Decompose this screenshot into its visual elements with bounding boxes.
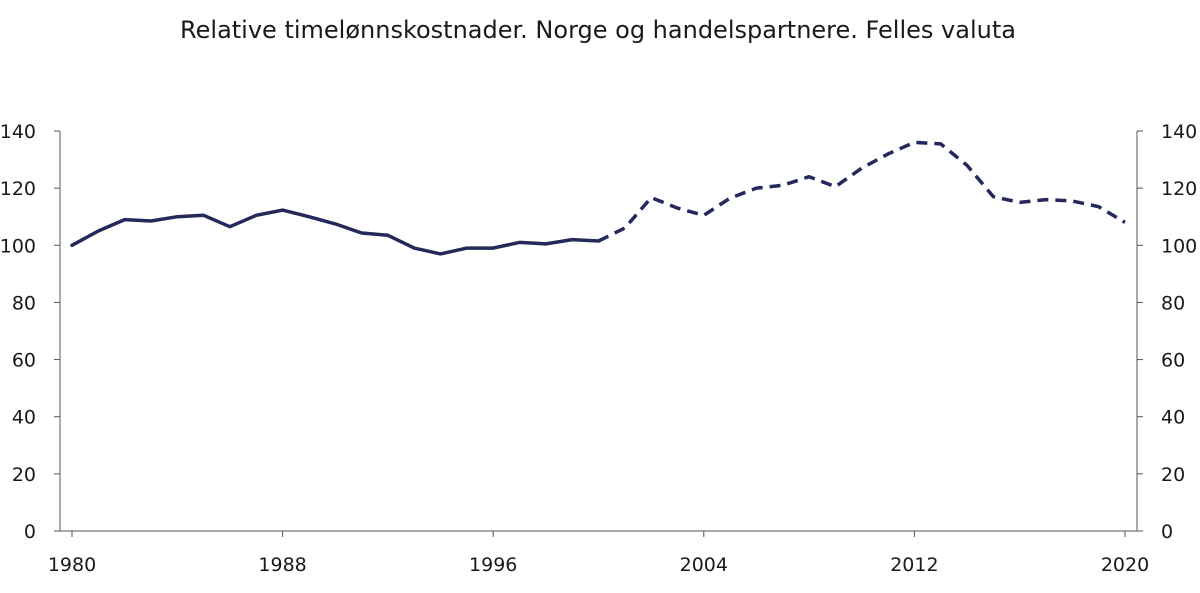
right-y-tick-label: 40 bbox=[1161, 407, 1185, 429]
right-y-ticks: 0 20 40 60 80 100 120 140 bbox=[1137, 121, 1197, 543]
x-tick-label: 1996 bbox=[469, 554, 517, 576]
solid-series-line bbox=[70, 208, 601, 256]
left-y-tick-label: 40 bbox=[12, 407, 36, 429]
chart-title: Relative timelønnskostnader. Norge og ha… bbox=[180, 16, 1016, 44]
right-y-tick-label: 60 bbox=[1161, 350, 1185, 372]
right-y-tick-label: 20 bbox=[1161, 464, 1185, 486]
series-layer bbox=[70, 140, 1126, 256]
left-y-tick-label: 80 bbox=[12, 292, 36, 314]
right-y-tick-label: 120 bbox=[1161, 178, 1197, 200]
right-y-tick-label: 0 bbox=[1161, 521, 1173, 543]
x-tick-label: 2020 bbox=[1101, 554, 1149, 576]
left-y-tick-label: 20 bbox=[12, 464, 36, 486]
left-y-tick-label: 140 bbox=[0, 121, 36, 143]
left-y-tick-label: 100 bbox=[0, 235, 36, 257]
right-y-tick-label: 100 bbox=[1161, 235, 1197, 257]
right-y-tick-label: 140 bbox=[1161, 121, 1197, 143]
x-ticks: 1980 1988 1996 2004 2012 2020 bbox=[48, 531, 1149, 576]
x-tick-label: 1980 bbox=[48, 554, 96, 576]
left-y-tick-label: 0 bbox=[24, 521, 36, 543]
left-y-tick-label: 60 bbox=[12, 350, 36, 372]
left-y-tick-label: 120 bbox=[0, 178, 36, 200]
x-tick-label: 2012 bbox=[890, 554, 938, 576]
right-y-tick-label: 80 bbox=[1161, 292, 1185, 314]
x-tick-label: 2004 bbox=[680, 554, 728, 576]
left-y-ticks: 0 20 40 60 80 100 120 140 bbox=[0, 121, 60, 543]
dashed-series-line bbox=[597, 140, 1126, 243]
x-tick-label: 1988 bbox=[258, 554, 306, 576]
